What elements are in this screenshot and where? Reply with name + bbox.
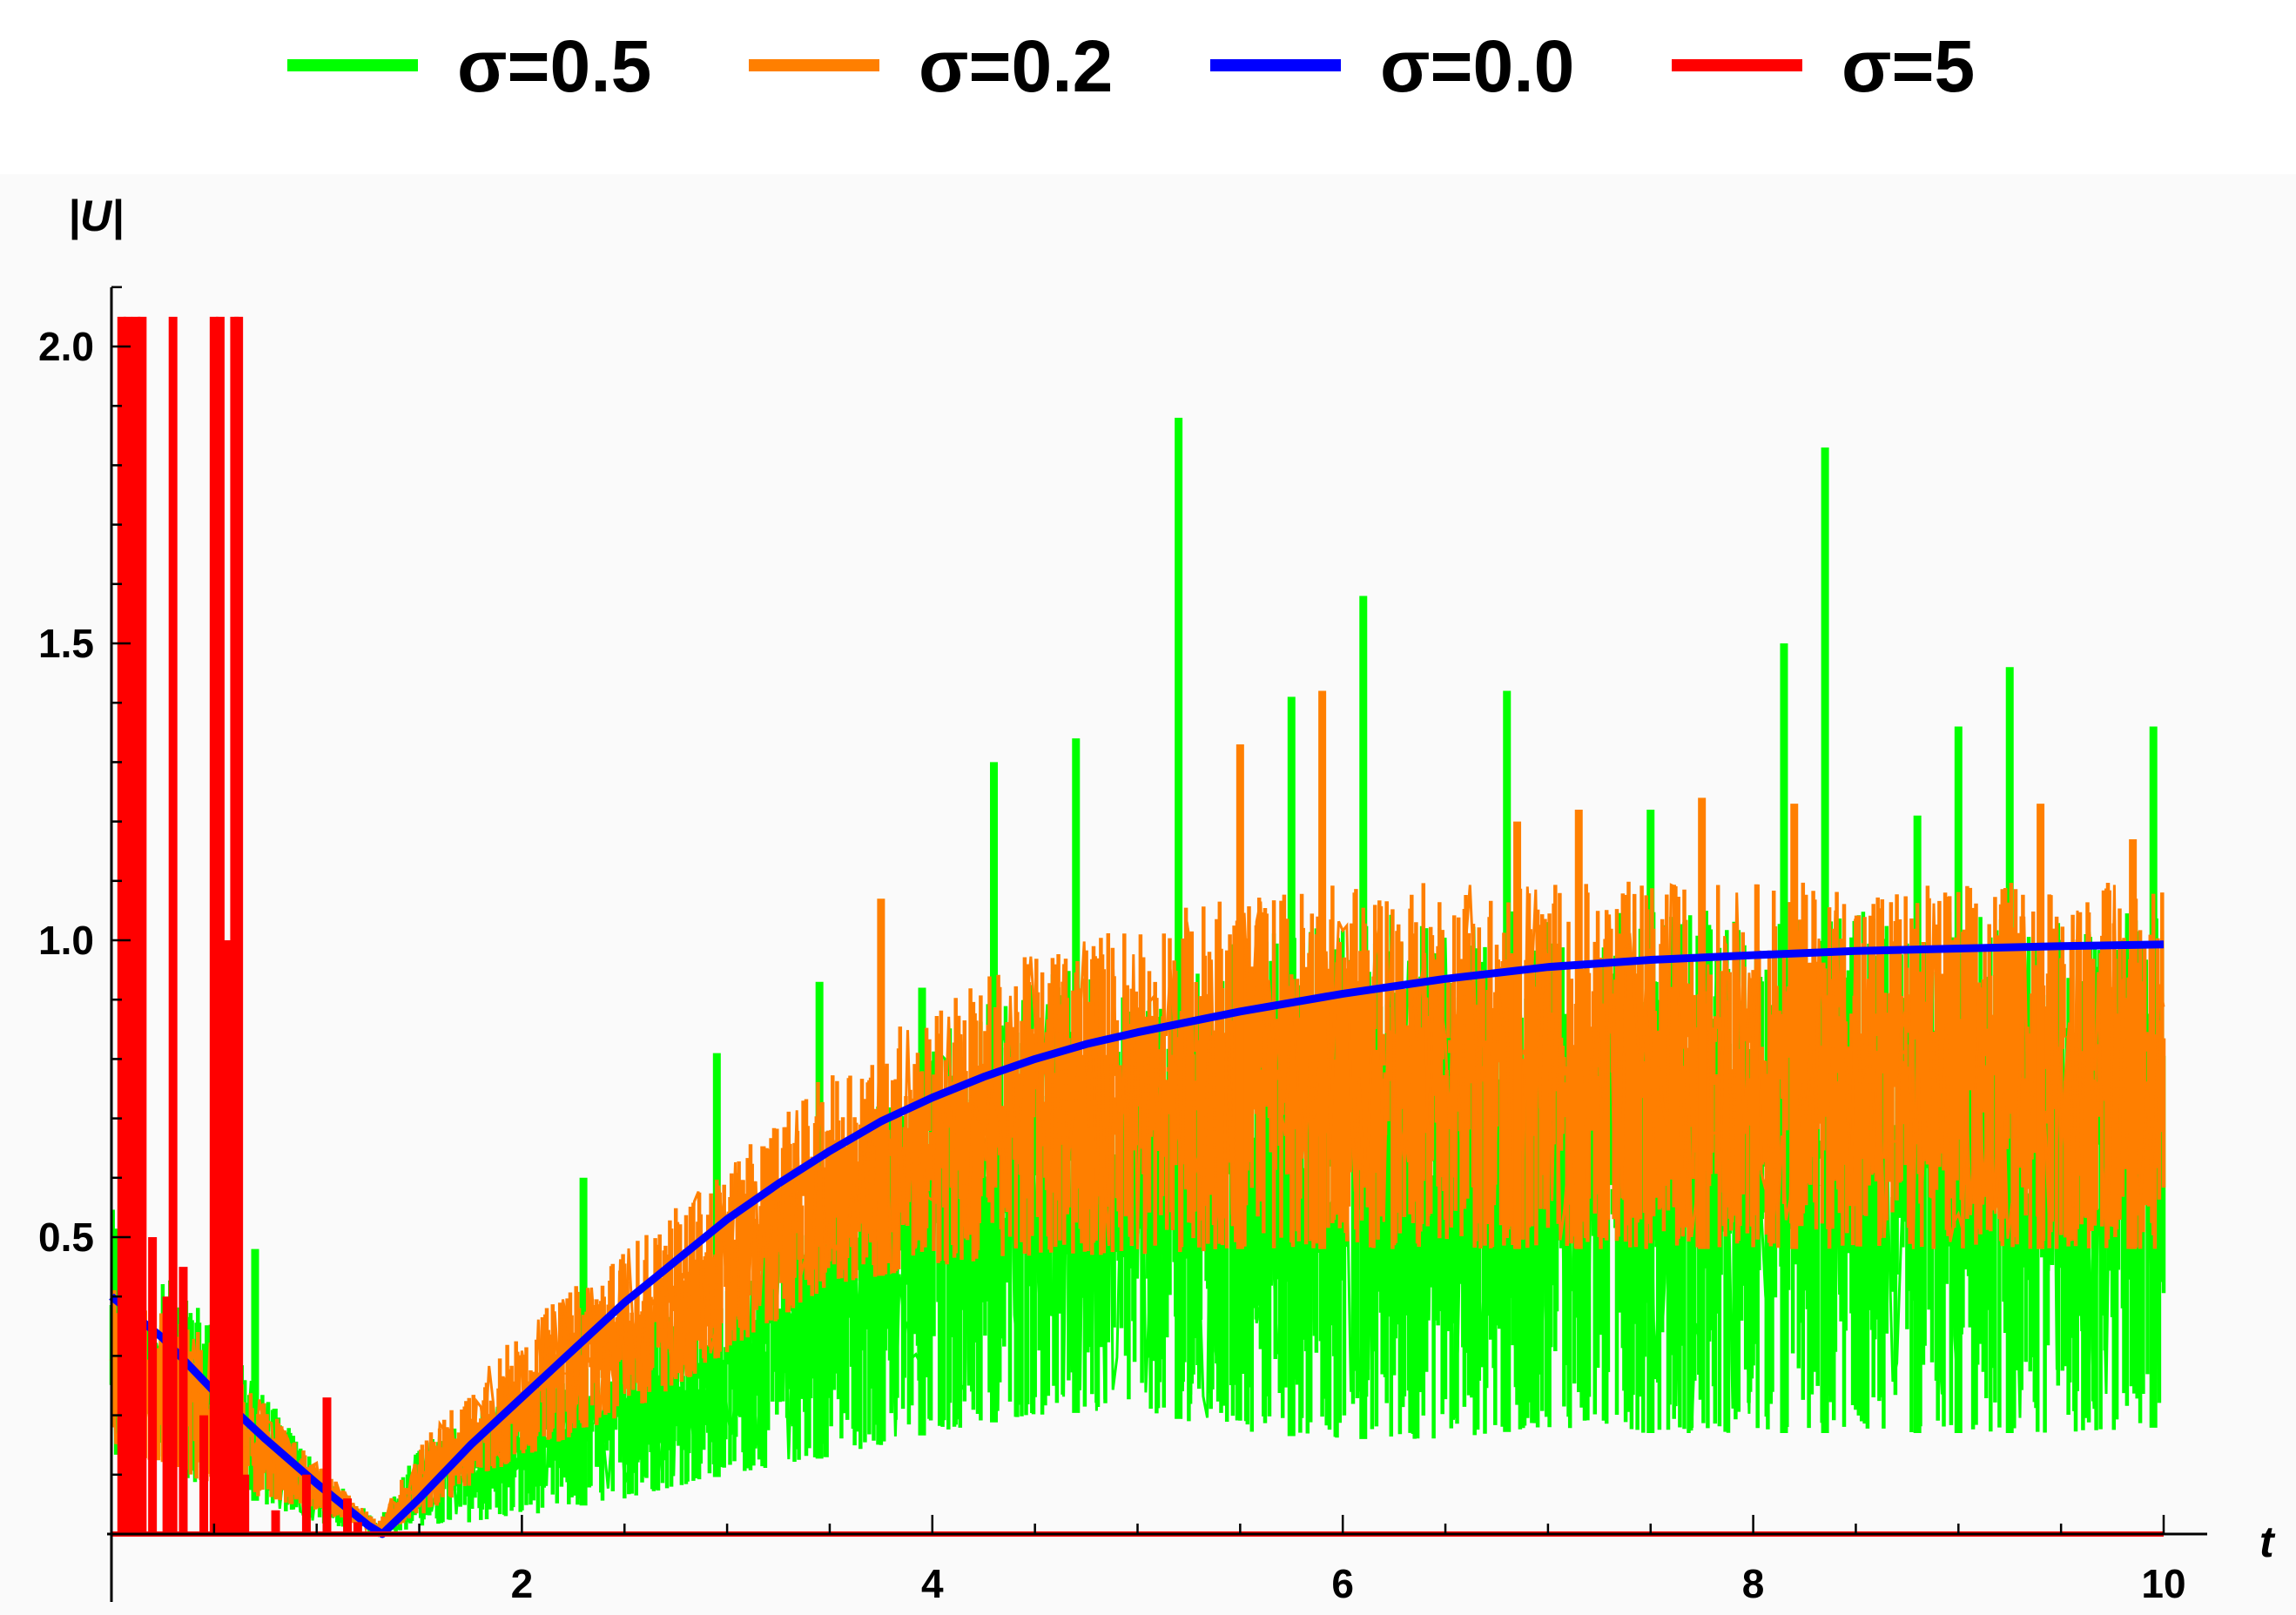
axes: 2 4 6 8 10 0.5 1.0 1.5 2.0 — [38, 286, 2207, 1606]
legend-item: σ=5 — [1672, 25, 1975, 107]
legend-label: σ=0.5 — [457, 25, 651, 107]
x-tick-label: 6 — [1331, 1561, 1354, 1606]
y-tick-label: 2.0 — [38, 324, 94, 369]
y-axis-label: |U| — [68, 192, 124, 240]
legend-label: σ=0.2 — [919, 25, 1113, 107]
legend-label: σ=5 — [1842, 25, 1975, 107]
legend-item: σ=0.5 — [287, 25, 651, 107]
x-axis-label: t — [2259, 1517, 2276, 1566]
x-tick-label: 4 — [921, 1561, 944, 1606]
legend-item: σ=0.0 — [1210, 25, 1574, 107]
legend-item: σ=0.2 — [749, 25, 1113, 107]
x-tick-label: 8 — [1742, 1561, 1765, 1606]
y-tick-label: 0.5 — [38, 1215, 94, 1260]
y-tick-label: 1.0 — [38, 918, 94, 963]
x-tick-label: 2 — [511, 1561, 534, 1606]
series-layer — [109, 316, 2166, 1538]
series-line — [109, 940, 2165, 1538]
series-sigma-0.0 — [109, 940, 2165, 1538]
legend: σ=0.5 σ=0.2 σ=0.0 σ=5 — [287, 25, 1975, 107]
legend-label: σ=0.0 — [1380, 25, 1574, 107]
x-tick-label: 10 — [2141, 1561, 2185, 1606]
y-tick-label: 1.5 — [38, 621, 94, 666]
noise-line — [110, 883, 2165, 1534]
